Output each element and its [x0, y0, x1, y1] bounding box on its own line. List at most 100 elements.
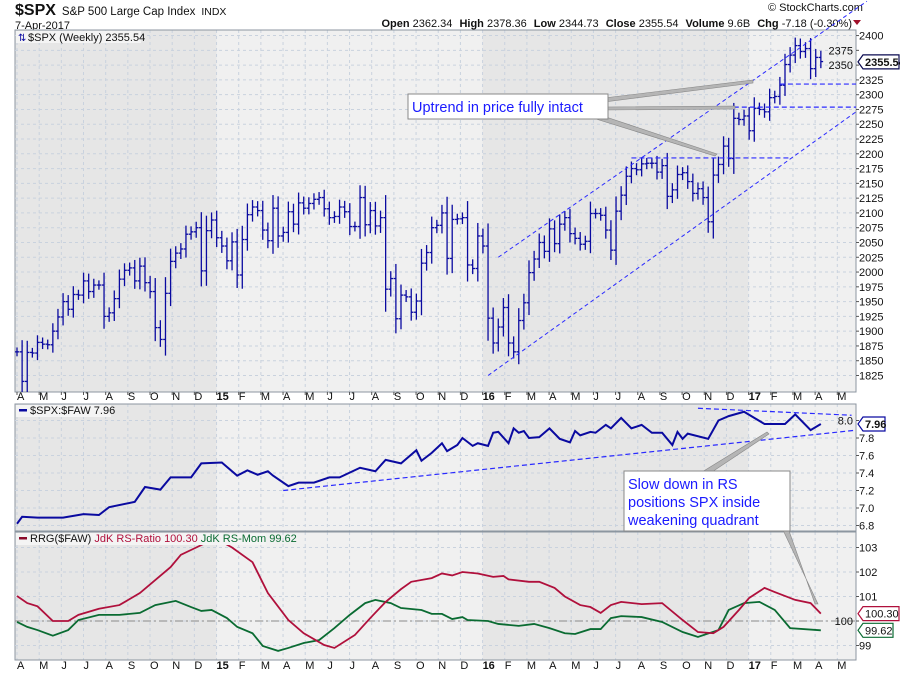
- x-axis-label: M: [571, 391, 580, 403]
- price-bar: [234, 228, 240, 288]
- price-bar: [147, 275, 153, 299]
- price-legend-text: $SPX (Weekly) 2355.54: [28, 32, 145, 44]
- y-tick-label: 99: [859, 641, 871, 653]
- price-bar: [516, 308, 522, 365]
- price-bar: [163, 277, 168, 356]
- price-bar: [460, 212, 465, 225]
- x-axis-label-bottom: J: [84, 660, 90, 672]
- x-axis-label: N: [172, 391, 180, 403]
- x-axis-label-bottom: M: [571, 660, 580, 672]
- price-bar: [265, 222, 271, 249]
- legend-swatch: [19, 537, 27, 540]
- x-axis-label-bottom: J: [61, 660, 66, 672]
- price-bar: [55, 308, 61, 340]
- value-tag-box: [857, 622, 894, 638]
- price-trendline: [487, 111, 856, 376]
- price-bar: [777, 76, 783, 105]
- y-tick-label: 7.2: [859, 486, 874, 498]
- price-bar: [649, 158, 655, 169]
- index-name: S&P 500 Large Cap Index: [62, 6, 196, 18]
- x-axis-label-bottom: M: [39, 660, 48, 672]
- price-bar: [552, 220, 557, 253]
- x-axis-label: O: [682, 391, 691, 403]
- axes: 1825 1850 1875 1900 1925 1950 1975 2000 2025 2050…: [16, 0, 900, 672]
- price-bar: [214, 210, 219, 248]
- price-bar: [593, 208, 598, 219]
- y-tick-label: 100: [835, 616, 853, 628]
- price-bar: [429, 216, 435, 264]
- x-axis-label: S: [394, 391, 401, 403]
- chg-label: Chg: [757, 18, 778, 30]
- open-label: Open: [381, 18, 409, 30]
- price-bar: [122, 263, 127, 287]
- x-axis-label: O: [150, 391, 159, 403]
- y-tick-label: 2325: [859, 75, 883, 87]
- x-axis-label-bottom: N: [704, 660, 712, 672]
- price-bar: [96, 280, 102, 290]
- x-axis-label: A: [283, 391, 291, 403]
- x-axis-label: F: [771, 391, 778, 403]
- price-bar: [772, 90, 778, 104]
- price-bar: [705, 186, 711, 233]
- price-trendline: [497, 0, 868, 258]
- price-bar: [327, 201, 332, 225]
- price-bar: [388, 271, 394, 297]
- x-axis-label: S: [128, 391, 135, 403]
- x-axis-label: F: [239, 391, 246, 403]
- price-bar: [383, 195, 388, 312]
- price-bar: [798, 38, 803, 59]
- price-bar: [132, 259, 138, 289]
- price-bar: [762, 103, 767, 118]
- price-bar: [168, 248, 173, 307]
- rrg-legend-text: RRG($FAW) JdK RS-Ratio 100.30 JdK RS-Mom…: [30, 533, 297, 545]
- x-axis-label-bottom: J: [593, 660, 599, 672]
- x-axis-label: O: [416, 391, 425, 403]
- price-last-value-tag: 2355.54: [857, 54, 900, 70]
- rs-legend: $SPX:$FAW 7.96: [16, 405, 115, 417]
- value-tag-box: [857, 416, 886, 432]
- x-axis-label-bottom: F: [239, 660, 246, 672]
- x-axis-label: M: [39, 391, 48, 403]
- legend-swatch: [19, 409, 27, 412]
- price-bar: [398, 284, 404, 330]
- x-axis-label-bottom: A: [638, 660, 646, 672]
- price-bar: [470, 259, 475, 275]
- price-bar: [86, 273, 91, 299]
- value-tag-text: 2355.54: [865, 57, 900, 69]
- rs-line: [16, 410, 822, 525]
- x-axis-label-bottom: S: [394, 660, 401, 672]
- price-bar: [439, 204, 445, 234]
- volume-value: 9.6B: [728, 18, 751, 30]
- price-bar: [557, 214, 563, 254]
- x-axis-label: D: [194, 391, 202, 403]
- y-tick-label: 7.0: [859, 503, 874, 515]
- price-bar: [224, 237, 230, 270]
- title-line: $SPX S&P 500 Large Cap Index INDX: [15, 2, 226, 19]
- price-callout-text: Uptrend in price fully intact: [412, 100, 583, 116]
- y-tick-label: 6.8: [859, 521, 874, 533]
- price-bar: [158, 320, 163, 347]
- price-bar: [419, 248, 424, 316]
- callout-pointer: [603, 105, 736, 111]
- price-bar: [40, 337, 45, 350]
- price-bar: [711, 158, 716, 239]
- rs-legend-text: $SPX:$FAW 7.96: [30, 405, 115, 417]
- price-bar: [690, 173, 696, 202]
- rs-callout-line3: weakening quadrant: [627, 513, 759, 529]
- x-axis-label: A: [638, 391, 646, 403]
- x-axis-label-bottom: F: [771, 660, 778, 672]
- y-tick-label: 102: [859, 567, 877, 579]
- year-shade: [216, 404, 483, 531]
- price-bar: [152, 278, 158, 342]
- price-bar: [613, 196, 619, 265]
- x-axis-label: J: [616, 391, 622, 403]
- price-bar: [337, 199, 342, 224]
- rrg-panel: [14, 531, 857, 661]
- price-bar: [270, 195, 276, 254]
- y-tick-label: 2275: [859, 104, 883, 116]
- x-axis-label-bottom: F: [505, 660, 512, 672]
- year-shade: [748, 30, 856, 392]
- price-bar: [142, 257, 148, 292]
- x-axis-label-bottom: D: [460, 660, 468, 672]
- price-bar: [618, 186, 624, 221]
